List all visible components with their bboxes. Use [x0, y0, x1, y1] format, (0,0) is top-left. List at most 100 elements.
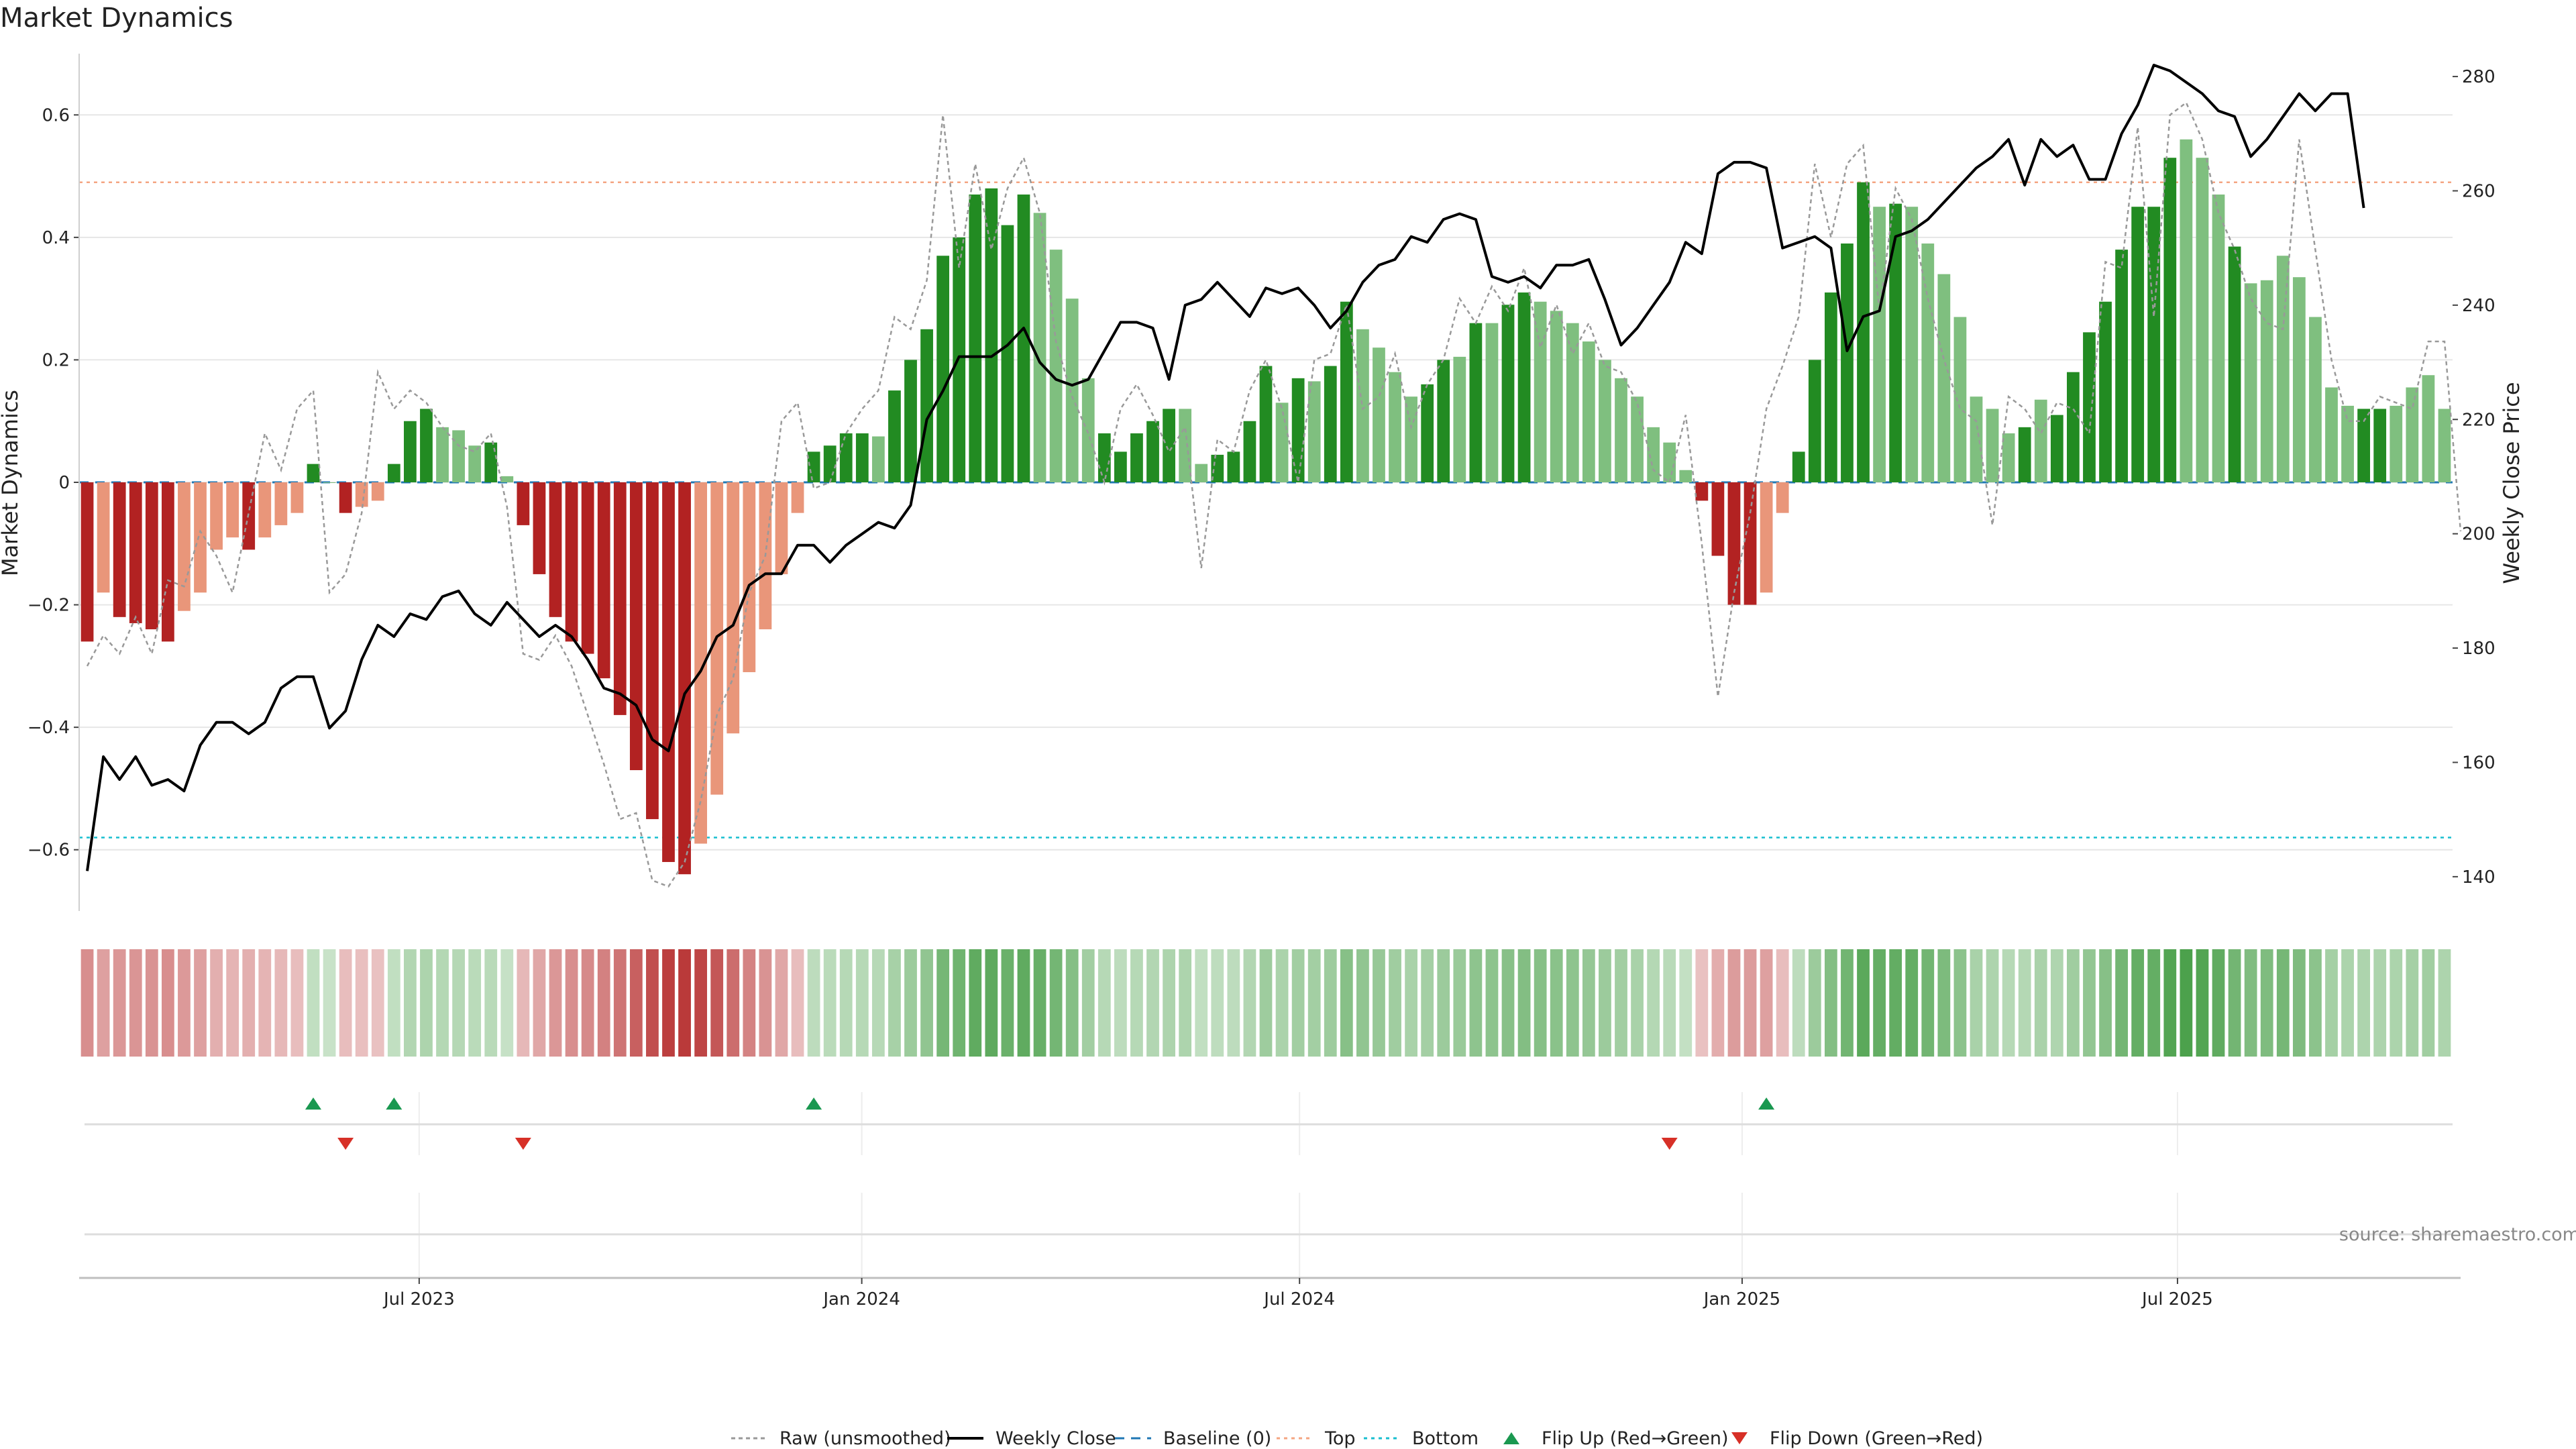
heat-cell [1905, 949, 1919, 1057]
dynamics-bar [1275, 402, 1289, 482]
source-label: source: sharemaestro.com [2339, 1224, 2576, 1245]
dynamics-bar [646, 482, 659, 820]
heat-cell [1582, 949, 1595, 1057]
chart-title: Market Dynamics [0, 3, 233, 34]
heat-cell [226, 949, 239, 1057]
dynamics-bar [1695, 482, 1709, 501]
heat-cell [2212, 949, 2225, 1057]
dynamics-bar [1841, 243, 1854, 482]
dynamics-bar [1307, 381, 1321, 482]
flip-up-marker [386, 1097, 402, 1110]
heat-cell [420, 949, 433, 1057]
dynamics-bar [1792, 451, 1805, 482]
heat-cell [2438, 949, 2451, 1057]
dynamics-bar [2357, 409, 2371, 482]
heat-cell [242, 949, 256, 1057]
dynamics-bar [1566, 323, 1579, 482]
heat-cell [1776, 949, 1789, 1057]
dynamics-bar [1743, 482, 1757, 605]
dynamics-bar [339, 482, 352, 513]
dynamics-bar [1776, 482, 1789, 513]
heat-cell [678, 949, 691, 1057]
heat-cell [97, 949, 110, 1057]
dynamics-bar [2050, 415, 2063, 482]
dynamics-bar [936, 256, 950, 482]
dynamics-bar [807, 451, 820, 482]
y-tick-label: −0.4 [28, 718, 70, 738]
dynamics-bar [1663, 442, 1676, 482]
dynamics-bar [1130, 433, 1143, 482]
heat-cell [565, 949, 578, 1057]
heat-cell [355, 949, 368, 1057]
heat-cell [2147, 949, 2161, 1057]
heat-cell [597, 949, 610, 1057]
heat-cell [871, 949, 885, 1057]
heat-cell [290, 949, 304, 1057]
dynamics-bar [2260, 280, 2273, 482]
heat-cell [985, 949, 998, 1057]
heat-cell [2422, 949, 2435, 1057]
raw-unsmoothed-line [86, 101, 2462, 888]
heat-cell [1631, 949, 1644, 1057]
dynamics-bar [549, 482, 562, 617]
dynamics-bar [839, 433, 853, 482]
legend-item: Weekly Close [947, 1428, 1116, 1449]
flip-up-marker [1758, 1097, 1775, 1110]
y2-axis-title: Weekly Close Price [2499, 382, 2524, 584]
dynamics-bar [694, 482, 708, 844]
heat-cell [2083, 949, 2096, 1057]
heat-cell [1001, 949, 1014, 1057]
y2-tick-label: 140 [2462, 867, 2496, 888]
heat-cell [1469, 949, 1483, 1057]
dynamics-bar [1421, 384, 1434, 482]
dynamics-bar [2002, 433, 2015, 482]
dynamics-bar [2276, 256, 2290, 482]
dynamics-bar [871, 436, 885, 482]
heat-cell [113, 949, 126, 1057]
dynamics-bar [420, 409, 433, 482]
dynamics-bar [662, 482, 675, 862]
dynamics-bar [436, 427, 449, 482]
heat-cell [1146, 949, 1159, 1057]
dynamics-bar [1711, 482, 1725, 556]
heat-cell [2196, 949, 2209, 1057]
dynamics-bar [387, 464, 400, 482]
heat-cell [1179, 949, 1192, 1057]
heat-cell [1130, 949, 1143, 1057]
heat-cell [161, 949, 174, 1057]
heat-cell [1921, 949, 1935, 1057]
line-series [86, 64, 2462, 888]
y2-tick-label: 220 [2462, 410, 2496, 430]
dynamics-bar [1953, 317, 1967, 482]
dynamics-bar [274, 482, 288, 525]
dynamics-bar [2163, 158, 2177, 482]
heat-cell [1291, 949, 1305, 1057]
heat-cell [129, 949, 142, 1057]
heat-cell [2390, 949, 2403, 1057]
x-tick-label: Jul 2024 [1263, 1289, 1335, 1309]
heat-cell [2292, 949, 2306, 1057]
heat-cell [1743, 949, 1757, 1057]
dynamics-bar [1808, 360, 1821, 482]
dynamics-bar [1970, 396, 1983, 482]
dynamics-bar [80, 482, 94, 642]
heat-cell [2099, 949, 2112, 1057]
dynamics-bar [1824, 292, 1837, 482]
legend-item: Flip Down (Green→Red) [1731, 1428, 1983, 1449]
heat-cell [613, 949, 627, 1057]
dynamics-bar [2422, 375, 2435, 482]
dynamics-bar [194, 482, 207, 593]
dynamics-bar [1453, 356, 1466, 482]
dynamics-bar [1324, 366, 1337, 482]
heat-cell [1857, 949, 1870, 1057]
dynamics-bar [743, 482, 756, 672]
heat-cell [1711, 949, 1725, 1057]
dynamics-bar [1631, 396, 1644, 482]
y2-tick-label: 180 [2462, 639, 2496, 659]
dynamics-bar [2244, 283, 2257, 482]
dynamics-bar [1227, 451, 1240, 482]
heat-cell [1841, 949, 1854, 1057]
heat-cell [1065, 949, 1079, 1057]
x-tick-label: Jul 2023 [382, 1289, 455, 1309]
heat-cell [2067, 949, 2080, 1057]
